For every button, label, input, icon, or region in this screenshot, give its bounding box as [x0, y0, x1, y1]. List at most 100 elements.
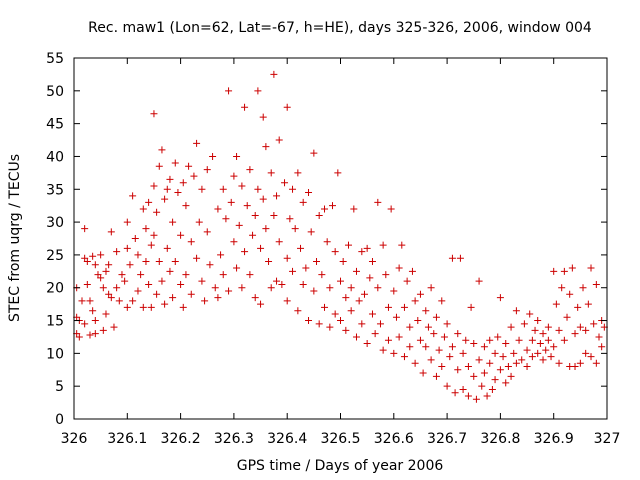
data-point [131, 235, 139, 242]
data-point [142, 225, 150, 233]
data-point [523, 346, 531, 354]
data-point [179, 179, 187, 187]
data-point [158, 277, 166, 285]
data-point [331, 310, 339, 318]
data-point [283, 254, 291, 262]
data-point [222, 215, 230, 223]
data-point [368, 310, 376, 318]
data-point [150, 182, 158, 190]
data-point [289, 185, 297, 193]
data-point [539, 356, 547, 364]
data-point [329, 202, 337, 210]
data-points [73, 70, 608, 403]
data-point [313, 257, 321, 265]
data-point [115, 297, 123, 305]
data-point [305, 189, 313, 197]
data-point [102, 310, 110, 318]
data-point [528, 336, 536, 344]
data-point [278, 280, 286, 288]
data-point [326, 284, 334, 292]
data-point [246, 271, 254, 279]
data-point [310, 149, 318, 157]
data-point [368, 257, 376, 265]
x-tick-label: 326.7 [427, 431, 467, 447]
data-point [193, 254, 201, 262]
data-point [321, 303, 329, 311]
data-point [187, 238, 195, 246]
data-point [129, 297, 137, 305]
data-point [198, 185, 206, 193]
data-point [145, 198, 153, 206]
data-point [193, 139, 201, 147]
data-point [563, 313, 571, 321]
data-point [518, 356, 526, 364]
data-point [97, 251, 105, 259]
data-point [198, 277, 206, 285]
data-point [582, 326, 590, 334]
data-point [544, 336, 552, 344]
data-point [97, 274, 105, 282]
data-point [139, 205, 147, 213]
x-tick-labels: 326 326.1 326.2 326.3 326.4 326.5 326.6 326.7 32… [61, 431, 621, 447]
data-point [491, 376, 499, 384]
data-point [299, 280, 307, 288]
y-tick-label: 30 [46, 215, 64, 231]
data-point [169, 294, 177, 302]
data-point [382, 271, 390, 279]
data-point [233, 264, 241, 272]
data-point [89, 307, 97, 315]
data-point [166, 267, 174, 275]
data-point [454, 330, 462, 338]
data-point [326, 323, 334, 331]
data-point [390, 349, 398, 357]
data-point [169, 218, 177, 226]
data-point [462, 336, 470, 344]
data-point [507, 323, 515, 331]
data-point [315, 212, 323, 220]
data-point [129, 192, 137, 200]
data-point [384, 336, 392, 344]
data-point [350, 205, 358, 213]
data-point [163, 244, 171, 252]
data-point [539, 330, 547, 338]
data-point [451, 389, 459, 397]
data-point [512, 359, 520, 367]
data-point [179, 303, 187, 311]
data-point [91, 330, 99, 338]
data-point [91, 261, 99, 269]
data-point [470, 372, 478, 380]
data-point [366, 274, 374, 282]
data-point [443, 320, 451, 328]
data-point [390, 287, 398, 295]
x-axis-label: GPS time / Days of year 2006 [237, 458, 444, 474]
data-point [110, 323, 118, 331]
data-point [558, 284, 566, 292]
x-tick-label: 326.9 [534, 431, 574, 447]
y-tick-labels: 0 5 10 15 20 25 30 35 40 45 50 55 [46, 51, 64, 428]
data-point [281, 179, 289, 187]
data-point [270, 212, 278, 220]
data-point [275, 238, 283, 246]
data-point [384, 303, 392, 311]
data-point [259, 113, 267, 121]
data-point [534, 317, 542, 325]
data-point [86, 331, 94, 339]
data-point [182, 202, 190, 210]
data-point [123, 244, 131, 252]
data-point [475, 356, 483, 364]
y-tick-label: 40 [46, 149, 64, 165]
data-point [147, 303, 155, 311]
data-point [467, 303, 475, 311]
data-point [251, 212, 259, 220]
data-point [592, 280, 600, 288]
data-point [318, 271, 326, 279]
data-point [291, 225, 299, 233]
data-point [440, 333, 448, 341]
data-point [251, 294, 259, 302]
data-point [419, 369, 427, 377]
data-point [459, 349, 467, 357]
data-point [571, 362, 579, 370]
data-point [273, 192, 281, 200]
data-point [177, 280, 185, 288]
